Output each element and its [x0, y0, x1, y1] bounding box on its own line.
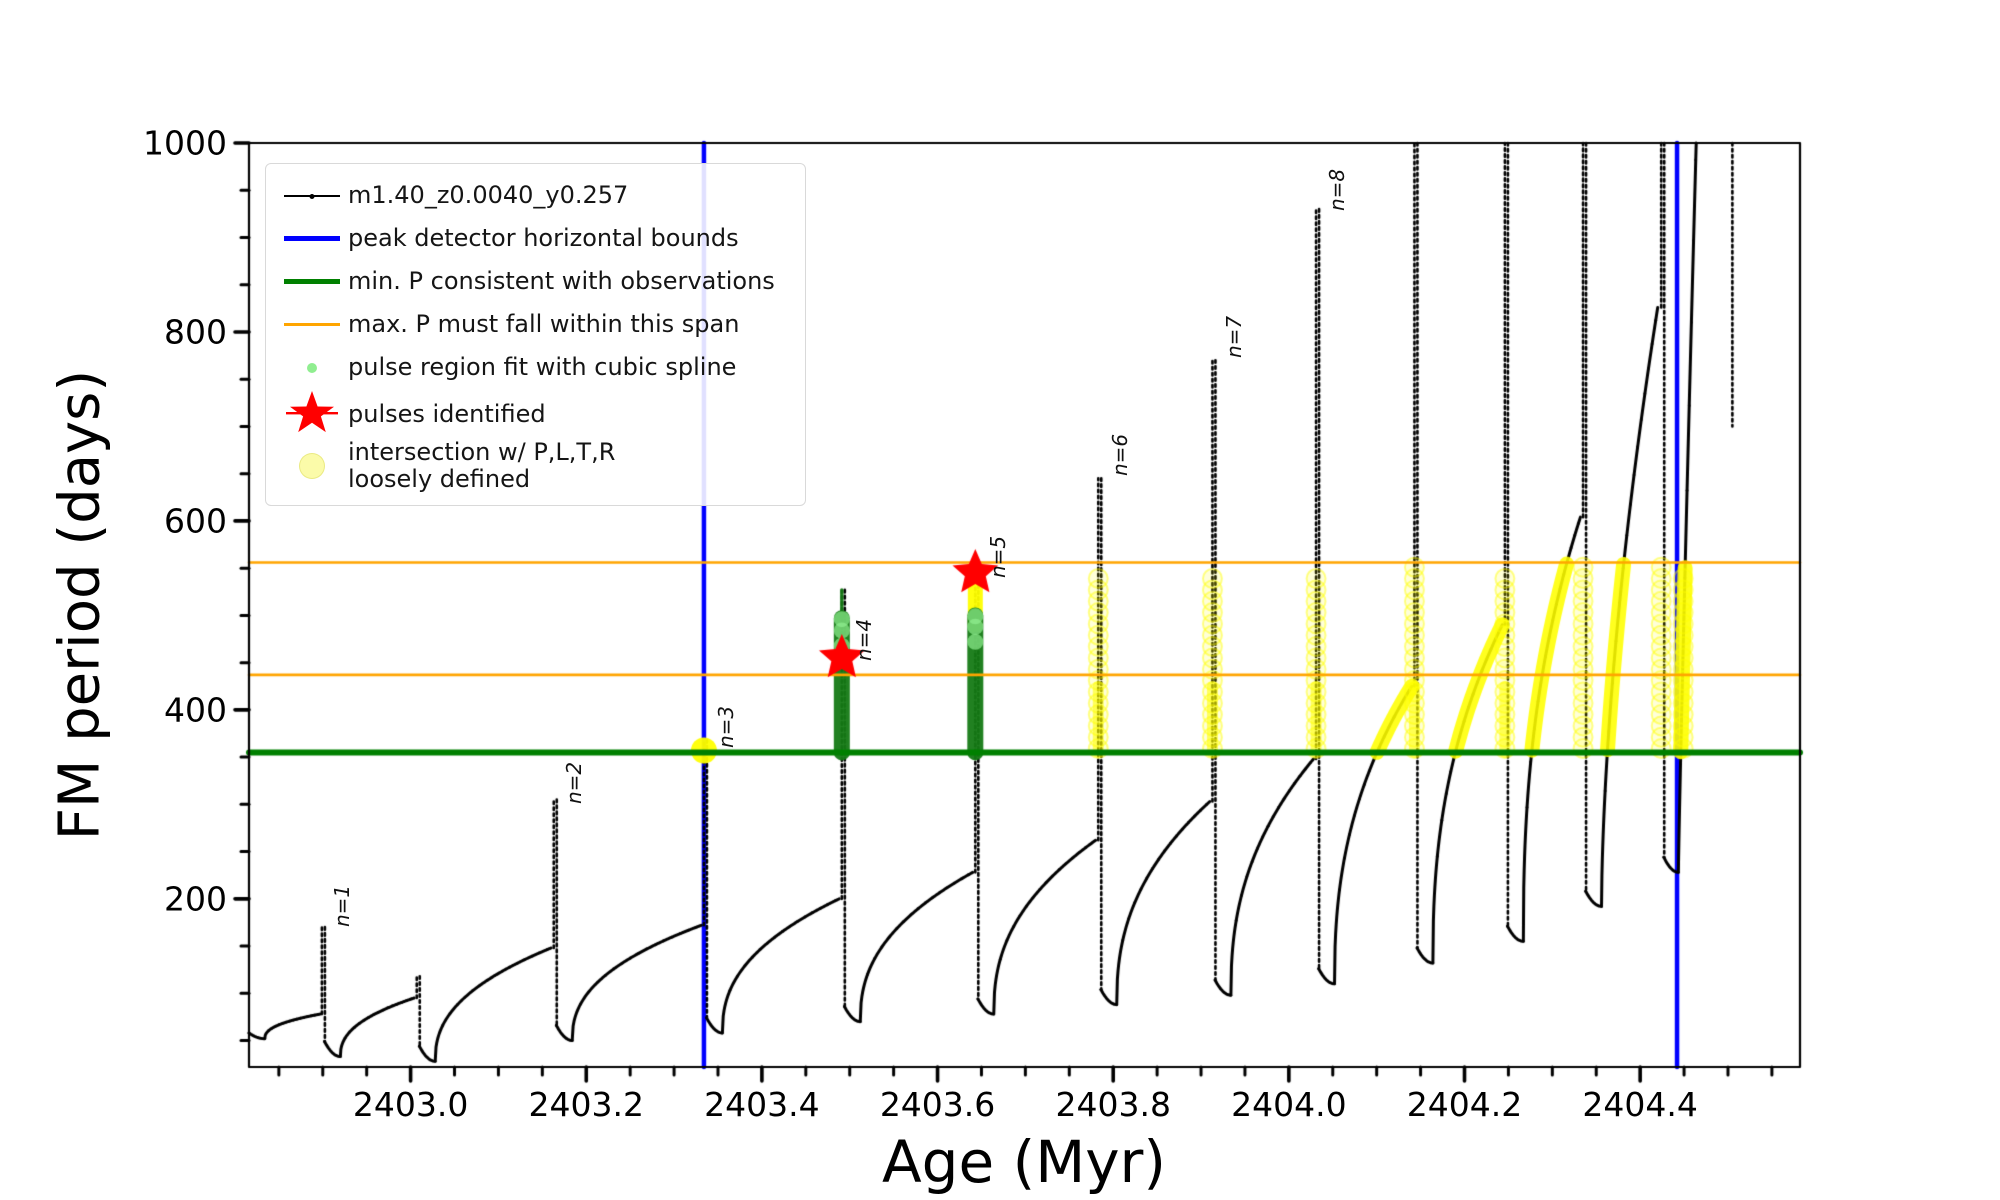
- legend-label: min. P consistent with observations: [348, 267, 775, 296]
- legend-label: pulses identified: [348, 399, 546, 428]
- legend: m1.40_z0.0040_y0.257 peak detector horiz…: [265, 163, 806, 506]
- yellow-circle-icon: [276, 452, 348, 479]
- legend-label-line1: intersection w/ P,L,T,R: [348, 438, 616, 466]
- legend-item-intersection: intersection w/ P,L,T,R loosely defined: [276, 439, 791, 493]
- legend-label: m1.40_z0.0040_y0.257: [348, 181, 629, 210]
- legend-item-pulses: pulses identified: [276, 389, 791, 439]
- lightgreen-dot-icon: [276, 362, 348, 373]
- legend-item-min-p: min. P consistent with observations: [276, 260, 791, 303]
- orange-line-icon: [276, 323, 348, 326]
- legend-label: peak detector horizontal bounds: [348, 224, 739, 253]
- legend-label: max. P must fall within this span: [348, 310, 740, 339]
- legend-item-max-p: max. P must fall within this span: [276, 303, 791, 346]
- red-star-icon: [276, 389, 348, 439]
- legend-label: intersection w/ P,L,T,R loosely defined: [348, 439, 615, 493]
- legend-item-spline: pulse region fit with cubic spline: [276, 346, 791, 389]
- legend-label-line2: loosely defined: [348, 464, 531, 493]
- legend-item-series: m1.40_z0.0040_y0.257: [276, 174, 791, 217]
- blue-line-icon: [276, 236, 348, 241]
- green-line-icon: [276, 279, 348, 284]
- series-line-icon: [276, 193, 348, 199]
- legend-item-peak-bounds: peak detector horizontal bounds: [276, 217, 791, 260]
- legend-label: pulse region fit with cubic spline: [348, 353, 737, 382]
